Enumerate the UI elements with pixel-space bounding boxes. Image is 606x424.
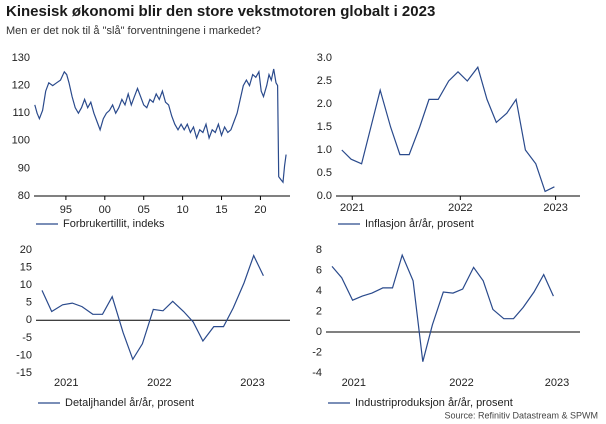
y-tick-label: 0: [26, 314, 32, 326]
y-tick-label: 5: [26, 297, 32, 309]
y-tick-label: 100: [12, 135, 30, 147]
x-tick-label: 2023: [545, 377, 569, 389]
legend-label: Inflasjon år/år, prosent: [365, 218, 474, 230]
y-tick-label: -2: [312, 346, 322, 358]
x-tick-label: 2021: [342, 377, 366, 389]
data-line: [341, 65, 555, 193]
legend-label: Detaljhandel år/år, prosent: [65, 397, 194, 409]
x-tick-label: 2022: [448, 202, 472, 214]
legend-label: Forbrukertillit, indeks: [63, 218, 165, 230]
y-tick-label: 0.0: [317, 190, 332, 202]
y-tick-label: 90: [18, 162, 30, 174]
x-tick-label: 2023: [240, 377, 264, 389]
y-tick-label: 20: [20, 244, 32, 256]
y-tick-label: -10: [16, 349, 32, 361]
x-tick-label: 05: [138, 204, 150, 216]
y-tick-label: -4: [312, 367, 322, 379]
x-tick-label: 15: [215, 204, 227, 216]
y-tick-label: 2.5: [317, 75, 332, 87]
y-tick-label: 130: [12, 52, 30, 64]
x-tick-label: 2022: [147, 377, 171, 389]
x-tick-label: 10: [176, 204, 188, 216]
chart-subtitle: Men er det nok til å "slå" forventningen…: [6, 25, 261, 37]
y-tick-label: 120: [12, 80, 30, 92]
data-line: [34, 68, 287, 184]
y-tick-label: 3.0: [317, 52, 332, 64]
chart-title: Kinesisk økonomi blir den store vekstmot…: [6, 3, 435, 20]
x-tick-label: 00: [99, 204, 111, 216]
y-tick-label: 1.5: [317, 121, 332, 133]
source-note: Source: Refinitiv Datastream & SPWM: [444, 410, 598, 420]
x-tick-label: 2021: [54, 377, 78, 389]
y-tick-label: 2.0: [317, 98, 332, 110]
y-tick-label: 6: [316, 264, 322, 276]
y-tick-label: 80: [18, 190, 30, 202]
y-tick-label: 2: [316, 305, 322, 317]
y-tick-label: 8: [316, 244, 322, 256]
y-tick-label: 10: [20, 279, 32, 291]
y-tick-label: 0.5: [317, 167, 332, 179]
x-tick-label: 95: [60, 204, 72, 216]
x-tick-label: 2021: [340, 202, 364, 214]
x-tick-label: 2023: [543, 202, 567, 214]
legend-label: Industriproduksjon år/år, prosent: [355, 397, 513, 409]
y-tick-label: 110: [12, 107, 30, 119]
data-line: [331, 253, 554, 362]
y-tick-label: 15: [20, 261, 32, 273]
y-tick-label: -5: [22, 332, 32, 344]
y-tick-label: 1.0: [317, 144, 332, 156]
x-tick-label: 20: [254, 204, 266, 216]
data-line: [41, 254, 264, 361]
y-tick-label: 0: [316, 326, 322, 338]
x-tick-label: 2022: [449, 377, 473, 389]
y-tick-label: -15: [16, 367, 32, 379]
y-tick-label: 4: [316, 285, 322, 297]
